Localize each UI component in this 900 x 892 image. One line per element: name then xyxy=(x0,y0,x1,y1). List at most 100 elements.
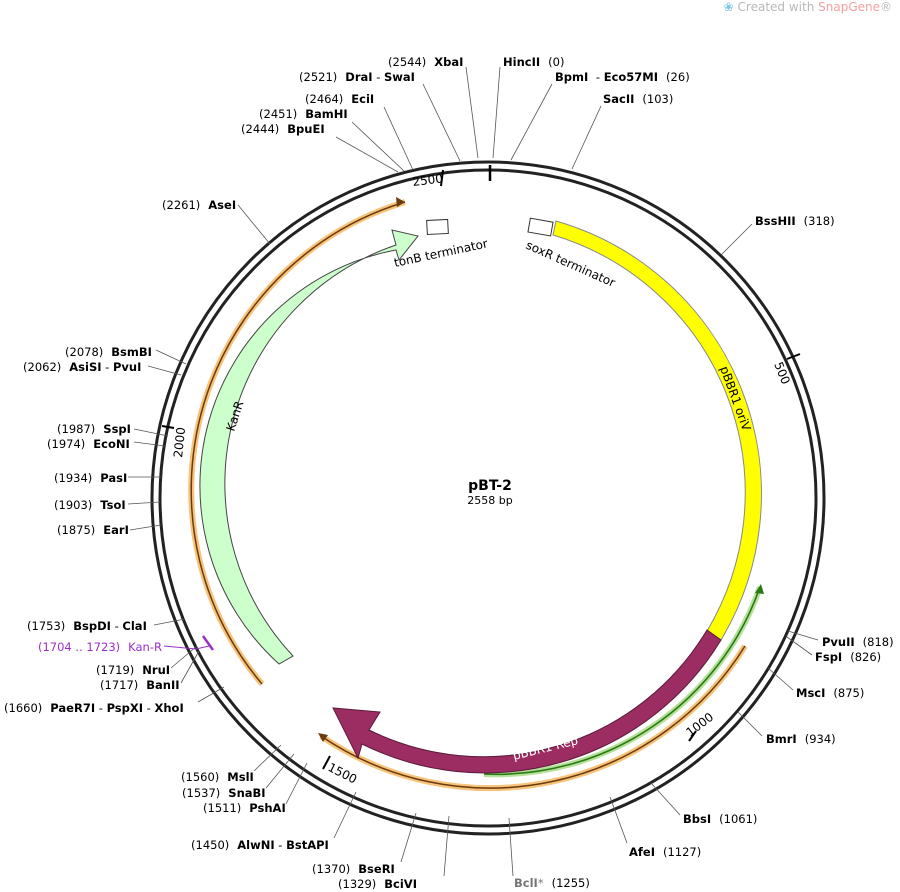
leader-bpuei xyxy=(335,136,399,173)
site-name-pshai: PshAI xyxy=(249,801,285,815)
site-label-bsshii: BssHII (318) xyxy=(755,214,835,228)
site-pos-pshai: 1511 xyxy=(208,801,237,815)
site-label-hincii: HincII (0) xyxy=(503,55,564,69)
site-label-fspi: FspI (826) xyxy=(815,650,881,664)
site-name-beri: BseRI xyxy=(358,862,395,876)
watermark-suffix: ® xyxy=(880,0,892,14)
site-name-bcli: BclI xyxy=(514,876,538,890)
site-pos-alwni: 1450 xyxy=(196,838,225,852)
site-name-bpmi: BpmI xyxy=(555,70,588,84)
site-name-bstapi: BstAPI xyxy=(286,838,329,852)
site-pos-bcli: 1255 xyxy=(556,876,585,890)
site-label-pasi: (1934) PasI xyxy=(54,471,127,485)
site-pos-asei: 2261 xyxy=(167,198,196,212)
site-name-ecii: EciI xyxy=(351,92,374,106)
site-pos-msci: 875 xyxy=(838,686,860,700)
site-name-pvuii: PvuII xyxy=(822,635,855,649)
leader-bpmi xyxy=(510,83,553,161)
tick-mark-1500 xyxy=(322,755,331,770)
site-label-eari: (1875) EarI xyxy=(57,523,129,537)
site-name-asisi: AsiSI xyxy=(69,360,101,374)
leader-eari xyxy=(129,524,162,531)
leader-ecii xyxy=(383,106,414,171)
feature-tonb-terminator[interactable] xyxy=(426,218,449,236)
leader-msci xyxy=(767,667,794,691)
leader-pshai xyxy=(285,762,308,805)
site-label-snabi: (1537) SnaBI xyxy=(182,786,266,800)
site-pos-bamhi: 2451 xyxy=(264,107,293,121)
leader-bbsi xyxy=(650,782,681,816)
leader-asisi xyxy=(147,365,182,376)
site-name-sacii: SacII xyxy=(603,92,634,106)
feature-pbbr1-oriv[interactable] xyxy=(552,220,762,641)
feature-pbbr1-rep[interactable] xyxy=(332,629,722,774)
site-pos-banii: 1717 xyxy=(105,678,134,692)
green-arc-core xyxy=(483,586,761,776)
leader-banii xyxy=(180,650,200,684)
site-name-eco57mi: Eco57MI xyxy=(604,70,658,84)
leader-bcivi xyxy=(443,815,450,877)
site-label-banii: (1717) BanII xyxy=(100,678,180,692)
feature-soxr-terminator[interactable] xyxy=(527,217,554,237)
site-pos-eari: 1875 xyxy=(62,523,91,537)
site-name-fspi: FspI xyxy=(815,650,842,664)
backbone-inner-ring xyxy=(158,168,818,828)
site-name-afei: AfeI xyxy=(629,845,655,859)
site-name-xhoi: XhoI xyxy=(155,701,184,715)
tick-mark-2500 xyxy=(440,169,444,187)
site-pos-bbsi: 1061 xyxy=(724,812,753,826)
leader-nrui xyxy=(170,645,198,669)
primer-mark xyxy=(201,635,215,651)
site-name-bcivi: BciVI xyxy=(384,877,417,891)
site-label-bamhi: (2451) BamHI xyxy=(259,107,348,121)
tick-mark-2000 xyxy=(161,425,175,429)
site-name-econi: EcoNI xyxy=(93,437,129,451)
green-arc-head xyxy=(755,584,764,594)
tick-mark-500 xyxy=(786,353,801,360)
site-label-bcli: BclI* (1255) xyxy=(514,876,590,890)
site-name-pvui: PvuI xyxy=(113,360,141,374)
site-name-xbai: XbaI xyxy=(434,55,463,69)
feature-kanr[interactable] xyxy=(199,229,419,665)
site-pos-nrui: 1719 xyxy=(101,663,130,677)
site-pos-pasi: 1934 xyxy=(59,471,88,485)
leader-paer7i xyxy=(197,686,225,703)
leader-bamhi xyxy=(351,121,405,172)
site-name-hincii: HincII xyxy=(503,55,540,69)
leader-snabi xyxy=(265,753,295,789)
site-label-asisi: (2062) AsiSI - PvuI xyxy=(23,360,141,374)
leader-bmri xyxy=(737,711,763,737)
tick-marks xyxy=(161,169,801,770)
site-name-msli: MslI xyxy=(227,770,254,784)
site-label-paer7i: (1660) PaeR7I - PspXI - XhoI xyxy=(4,701,184,715)
watermark-prefix: Created with xyxy=(737,0,819,14)
backbone-outer-ring xyxy=(150,160,826,836)
site-name-eari: EarI xyxy=(103,523,129,537)
site-label-msli: (1560) MslI xyxy=(181,770,254,784)
leader-bsshii xyxy=(720,223,753,256)
snapgene-logo-icon: ❀ xyxy=(723,0,738,14)
primer-leader xyxy=(163,645,197,650)
site-pos-hincii-wrap: (0) xyxy=(548,55,564,69)
site-name-tsoi: TsoI xyxy=(100,498,125,512)
orf-arc-left-core xyxy=(190,201,406,685)
site-name-msci: MscI xyxy=(796,686,825,700)
tick-label-2500: 2500 xyxy=(412,171,444,189)
leader-hincii-b xyxy=(492,66,501,159)
site-name-snabi: SnaBI xyxy=(228,786,265,800)
site-pos-econi: 1974 xyxy=(52,437,81,451)
site-name-banii: BanII xyxy=(146,678,179,692)
site-name-bsmbi: BsmBI xyxy=(111,345,152,359)
leader-pvuii xyxy=(787,630,819,641)
leader-afei xyxy=(609,796,628,844)
site-label-bpuei: (2444) BpuEI xyxy=(241,122,325,136)
site-name-bpuei: BpuEI xyxy=(287,122,324,136)
site-pos-bpuei: 2444 xyxy=(246,122,275,136)
site-pos-sacii: 103 xyxy=(647,92,669,106)
site-pos-snabi: 1537 xyxy=(187,786,216,800)
leader-hincii xyxy=(465,66,479,159)
primer-kan-r[interactable] xyxy=(163,635,215,651)
site-name-bspdi: BspDI xyxy=(73,619,111,633)
site-pos-bmri: 934 xyxy=(809,732,831,746)
site-name-sspi: SspI xyxy=(103,422,131,436)
